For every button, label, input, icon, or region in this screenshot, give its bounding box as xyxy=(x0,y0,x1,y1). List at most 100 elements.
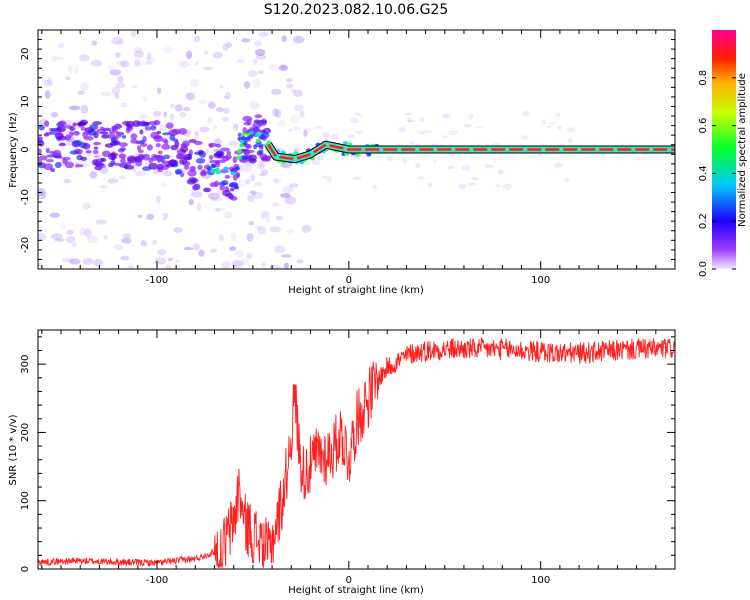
band-blob xyxy=(58,142,66,147)
noise-blob xyxy=(64,76,71,81)
noise-blob xyxy=(120,60,130,68)
noise-blob xyxy=(49,212,61,218)
band-blob xyxy=(244,143,252,150)
band-blob xyxy=(178,128,187,135)
noise-blob xyxy=(402,158,407,164)
band-blob xyxy=(50,129,58,135)
band-blob xyxy=(175,170,181,175)
noise-blob xyxy=(432,143,438,147)
noise-blob xyxy=(276,119,286,127)
noise-blob xyxy=(156,87,162,94)
band-blob xyxy=(85,150,92,154)
snr-ytick-label: 0 xyxy=(20,566,31,572)
band-blob xyxy=(204,188,210,193)
noise-blob xyxy=(89,171,98,179)
snr-frame xyxy=(37,329,676,570)
band-blob xyxy=(182,140,190,147)
band-blob xyxy=(174,140,180,148)
noise-blob xyxy=(294,104,304,111)
snr-ytick-label: 200 xyxy=(20,423,31,442)
spectrogram-xlabel: Height of straight line (km) xyxy=(288,285,424,296)
noise-blob xyxy=(69,106,81,112)
noise-blob xyxy=(261,262,266,268)
noise-blob xyxy=(194,130,199,136)
band-blob xyxy=(248,154,257,162)
noise-blob xyxy=(254,48,266,57)
band-blob xyxy=(254,143,264,148)
noise-blob xyxy=(545,125,553,129)
noise-blob xyxy=(167,257,174,262)
noise-blob xyxy=(67,65,74,74)
noise-blob xyxy=(260,169,269,176)
noise-blob xyxy=(82,257,94,265)
colorbar-tick-label: 0.4 xyxy=(698,165,709,181)
noise-blob xyxy=(133,50,145,58)
band-blob xyxy=(197,164,203,170)
noise-blob xyxy=(427,181,433,188)
transition-blob xyxy=(240,132,246,137)
spectrogram-ridge xyxy=(264,140,675,164)
noise-blob xyxy=(315,155,324,161)
noise-blob xyxy=(163,46,173,54)
noise-blob xyxy=(566,127,576,133)
noise-blob xyxy=(397,126,406,133)
colorbar-tick-label: 0.6 xyxy=(698,118,709,134)
band-blob xyxy=(144,126,152,131)
noise-blob xyxy=(273,178,278,182)
noise-blob xyxy=(352,176,362,180)
noise-blob xyxy=(72,242,77,247)
band-blob xyxy=(121,134,127,139)
noise-blob xyxy=(115,82,126,89)
noise-blob xyxy=(80,82,89,91)
band-blob xyxy=(179,172,185,178)
noise-blob xyxy=(145,56,156,63)
noise-blob xyxy=(91,59,103,67)
noise-blob xyxy=(111,86,120,96)
colorbar-gradient xyxy=(712,30,736,269)
noise-blob xyxy=(118,175,126,180)
noise-blob xyxy=(183,246,194,251)
band-blob xyxy=(45,147,51,154)
noise-blob xyxy=(54,238,65,242)
noise-blob xyxy=(409,141,415,145)
band-blob xyxy=(229,181,239,188)
noise-blob xyxy=(414,162,421,168)
band-blob xyxy=(148,157,154,164)
noise-blob xyxy=(38,191,47,200)
noise-blob xyxy=(258,173,265,177)
noise-blob xyxy=(256,54,267,60)
band-blob xyxy=(99,126,105,131)
noise-blob xyxy=(99,184,108,189)
band-blob xyxy=(54,161,62,169)
transition-blob xyxy=(259,134,265,139)
band-blob xyxy=(190,177,199,184)
colorbar-tick-label: 0.0 xyxy=(698,261,709,277)
band-blob xyxy=(101,157,107,162)
band-blob xyxy=(197,149,204,155)
noise-blob xyxy=(202,66,214,71)
noise-blob xyxy=(567,138,573,143)
band-blob xyxy=(46,154,55,158)
band-blob xyxy=(139,139,145,145)
noise-blob xyxy=(222,107,230,114)
noise-blob xyxy=(289,183,299,188)
noise-blob xyxy=(450,154,455,158)
snr-xtick-label: 100 xyxy=(531,575,550,586)
noise-blob xyxy=(281,35,287,43)
noise-blob xyxy=(77,90,85,96)
noise-blob xyxy=(475,126,484,129)
band-blob xyxy=(127,156,138,164)
noise-blob xyxy=(210,197,223,202)
band-blob xyxy=(221,180,229,186)
noise-blob xyxy=(234,250,244,258)
noise-blob xyxy=(146,61,153,66)
colorbar-tick-label: 0.2 xyxy=(698,213,709,229)
noise-blob xyxy=(271,88,282,95)
band-blob xyxy=(226,150,232,156)
noise-blob xyxy=(385,156,393,162)
transition-blob xyxy=(236,149,242,154)
noise-blob xyxy=(247,194,255,202)
transition-blob xyxy=(255,138,261,143)
